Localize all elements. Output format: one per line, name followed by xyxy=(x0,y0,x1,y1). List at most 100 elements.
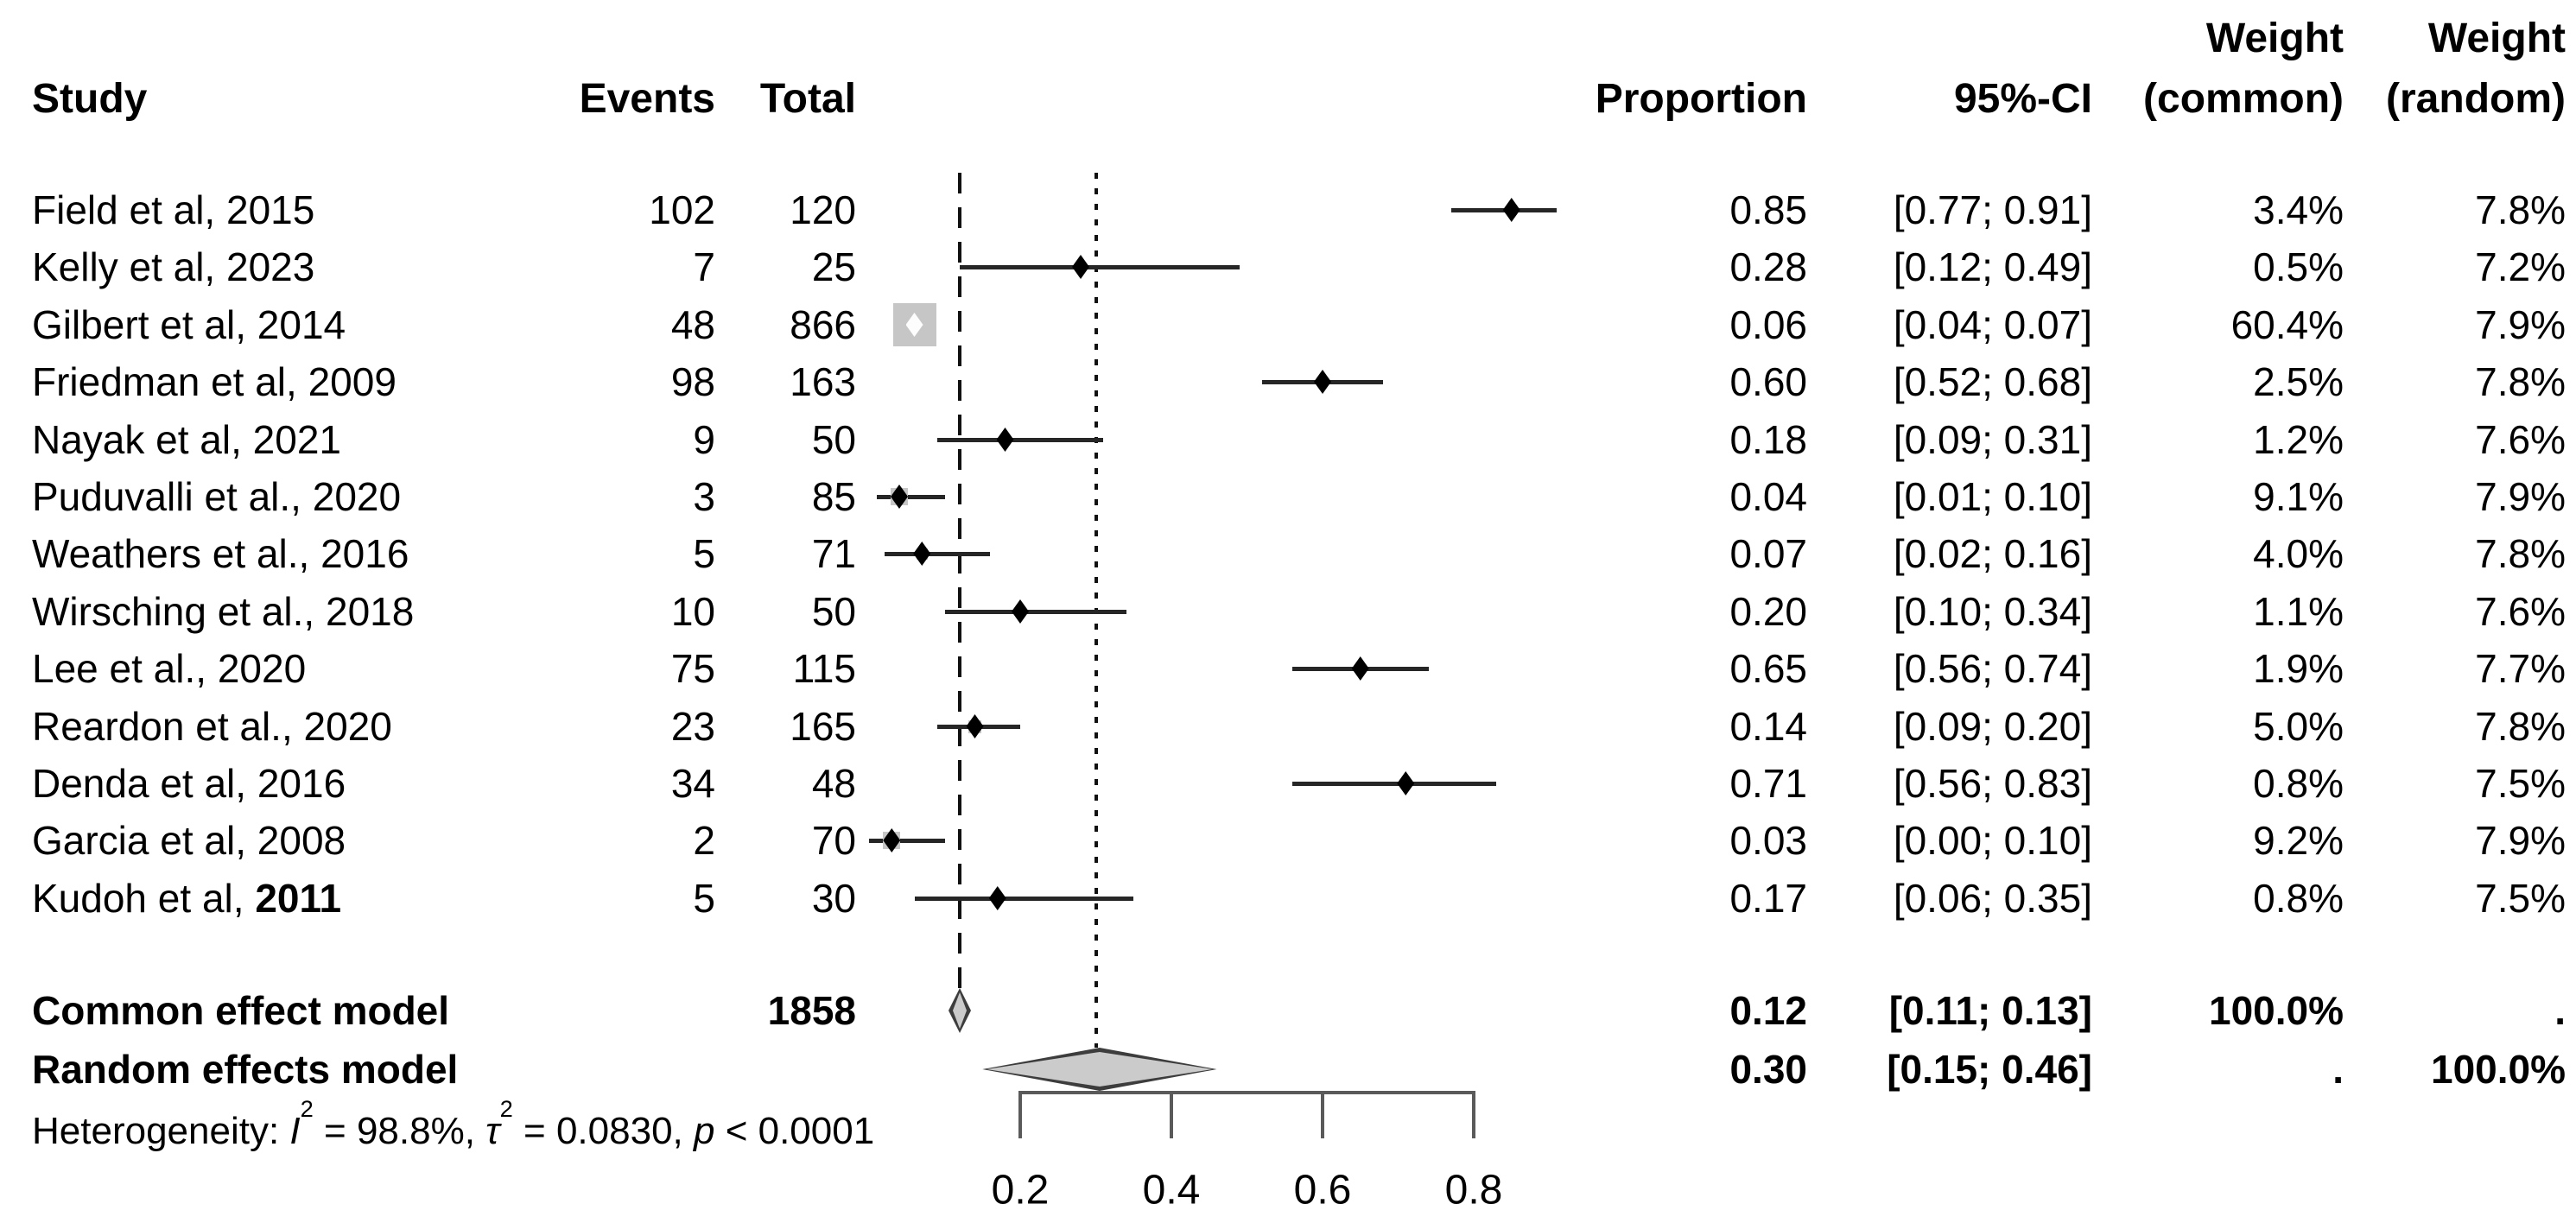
study-ci: [0.01; 0.10] xyxy=(1893,474,2092,519)
study-ci: [0.77; 0.91] xyxy=(1893,187,2092,232)
common-effect-row-weight-common: 100.0% xyxy=(2208,988,2344,1033)
heterogeneity-part: < 0.0001 xyxy=(714,1110,875,1152)
study-proportion: 0.28 xyxy=(1729,244,1807,289)
heterogeneity-part: p xyxy=(693,1110,715,1152)
study-proportion: 0.60 xyxy=(1729,359,1807,404)
ci-line xyxy=(914,897,1134,901)
point-marker xyxy=(1012,599,1029,624)
point-marker xyxy=(966,714,984,738)
common-effect-row-label: Common effect model xyxy=(32,988,450,1033)
study-total: 85 xyxy=(811,474,856,519)
study-proportion: 0.20 xyxy=(1729,589,1807,634)
column-header-weight-random: (random) xyxy=(2386,76,2566,122)
study-weight-random: 7.8% xyxy=(2475,187,2566,232)
x-axis-tick-label: 0.4 xyxy=(1142,1167,1201,1213)
column-header-weight-random-top: Weight xyxy=(2427,16,2566,61)
heterogeneity-part: 2 xyxy=(499,1095,513,1123)
study-proportion: 0.85 xyxy=(1729,187,1807,232)
column-header-proportion: Proportion xyxy=(1595,76,1807,122)
study-total: 165 xyxy=(790,704,856,749)
x-axis-tick xyxy=(1170,1091,1173,1138)
study-label: Denda et al, 2016 xyxy=(32,761,346,806)
x-axis-tick-label: 0.2 xyxy=(991,1167,1050,1213)
study-proportion: 0.65 xyxy=(1729,646,1807,691)
common-effect-row-total: 1858 xyxy=(767,988,856,1033)
study-events: 75 xyxy=(670,646,715,691)
x-axis-tick xyxy=(1018,1091,1022,1138)
study-weight-random: 7.8% xyxy=(2475,531,2566,576)
column-header-total: Total xyxy=(759,76,856,122)
study-label: Kudoh et al, 2011 xyxy=(32,876,342,921)
study-label: Kelly et al, 2023 xyxy=(32,244,315,289)
study-total: 71 xyxy=(811,531,856,576)
column-header-ci: 95%-CI xyxy=(1953,76,2092,122)
study-label: Nayak et al, 2021 xyxy=(32,417,342,462)
x-axis-line xyxy=(1018,1091,1475,1094)
random-effects-diamond xyxy=(982,1048,1217,1091)
point-marker xyxy=(1072,255,1089,279)
study-events: 34 xyxy=(670,761,715,806)
ci-line xyxy=(869,839,945,843)
study-weight-common: 5.0% xyxy=(2253,704,2344,749)
study-weight-common: 3.4% xyxy=(2253,187,2344,232)
x-axis-tick-label: 0.8 xyxy=(1444,1167,1503,1213)
column-header-weight-common-top: Weight xyxy=(2205,16,2344,61)
study-ci: [0.10; 0.34] xyxy=(1893,589,2092,634)
study-weight-common: 2.5% xyxy=(2253,359,2344,404)
point-marker xyxy=(913,542,931,566)
study-weight-random: 7.7% xyxy=(2475,646,2566,691)
ci-line xyxy=(960,265,1240,269)
study-events: 3 xyxy=(693,474,715,519)
point-marker xyxy=(905,313,923,337)
x-axis-tick-label: 0.6 xyxy=(1293,1167,1352,1213)
study-total: 50 xyxy=(811,417,856,462)
study-weight-common: 9.2% xyxy=(2253,818,2344,863)
ci-line xyxy=(1292,782,1497,786)
study-weight-random: 7.5% xyxy=(2475,761,2566,806)
study-weight-common: 1.9% xyxy=(2253,646,2344,691)
point-marker xyxy=(891,485,908,509)
study-ci: [0.56; 0.74] xyxy=(1893,646,2092,691)
study-weight-random: 7.8% xyxy=(2475,704,2566,749)
study-weight-common: 1.1% xyxy=(2253,589,2344,634)
point-marker xyxy=(988,886,1006,910)
study-ci: [0.09; 0.31] xyxy=(1893,417,2092,462)
common-effect-row-weight-random: . xyxy=(2554,988,2566,1033)
study-ci: [0.06; 0.35] xyxy=(1893,876,2092,921)
common-effect-diamond-inner xyxy=(953,992,967,1029)
heterogeneity-part: I xyxy=(289,1110,301,1152)
study-total: 115 xyxy=(792,646,856,691)
study-label: Reardon et al., 2020 xyxy=(32,704,392,749)
study-weight-common: 0.8% xyxy=(2253,761,2344,806)
ci-line xyxy=(884,552,990,556)
study-label: Friedman et al, 2009 xyxy=(32,359,397,404)
study-ci: [0.56; 0.83] xyxy=(1893,761,2092,806)
study-events: 48 xyxy=(670,302,715,347)
study-weight-random: 7.6% xyxy=(2475,417,2566,462)
study-ci: [0.02; 0.16] xyxy=(1893,531,2092,576)
point-marker xyxy=(883,828,901,852)
random-effects-diamond-inner xyxy=(987,1052,1213,1087)
common-effect-row-ci: [0.11; 0.13] xyxy=(1888,988,2092,1033)
common-effect-reference-line xyxy=(958,173,961,988)
study-weight-random: 7.9% xyxy=(2475,474,2566,519)
study-label: Gilbert et al, 2014 xyxy=(32,302,346,347)
heterogeneity-part: = 0.0830, xyxy=(512,1110,694,1152)
study-proportion: 0.18 xyxy=(1729,417,1807,462)
study-proportion: 0.07 xyxy=(1729,531,1807,576)
study-weight-common: 1.2% xyxy=(2253,417,2344,462)
heterogeneity-part: τ xyxy=(485,1110,500,1152)
study-weight-random: 7.9% xyxy=(2475,302,2566,347)
study-label: Field et al, 2015 xyxy=(32,187,315,232)
study-events: 7 xyxy=(693,244,715,289)
column-header-study: Study xyxy=(32,76,148,122)
study-events: 5 xyxy=(693,876,715,921)
heterogeneity-part: = 98.8%, xyxy=(313,1110,486,1152)
study-total: 48 xyxy=(811,761,856,806)
point-marker xyxy=(996,428,1014,452)
study-weight-random: 7.6% xyxy=(2475,589,2566,634)
study-label-bold: 2011 xyxy=(255,876,342,921)
study-label: Garcia et al, 2008 xyxy=(32,818,346,863)
study-total: 50 xyxy=(811,589,856,634)
